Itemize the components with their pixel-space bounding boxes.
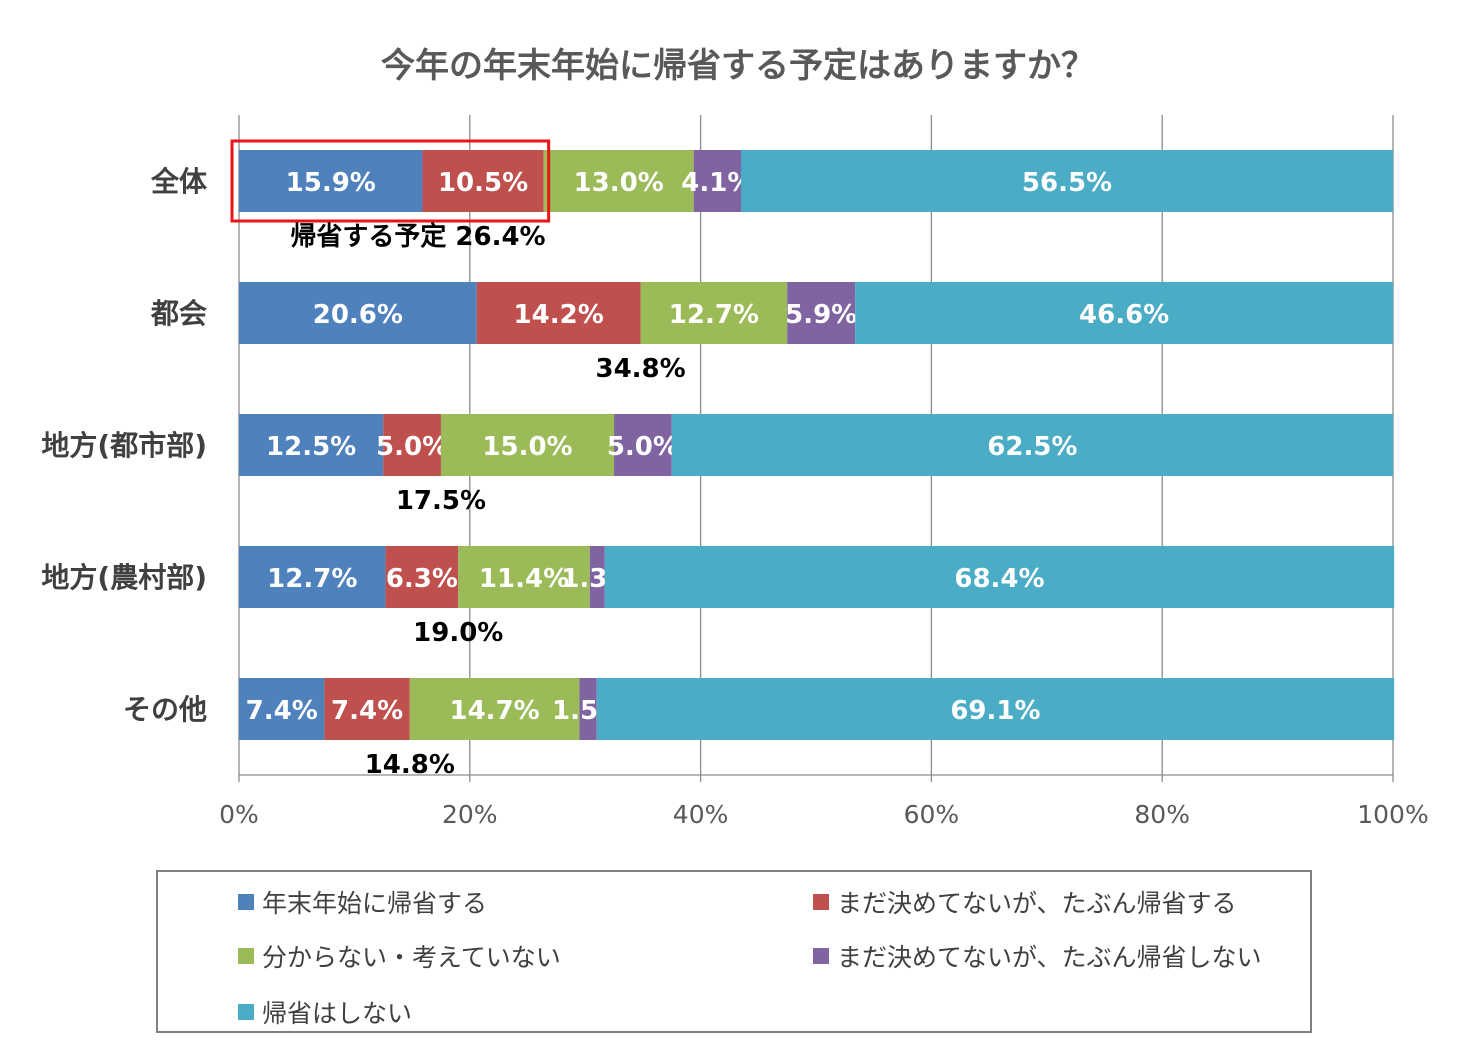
legend-swatch: [238, 1004, 254, 1020]
bar-segment: [409, 678, 580, 740]
data-label: 14.7%: [450, 696, 540, 726]
data-label: 5.0%: [376, 432, 448, 462]
bar-segment: [239, 678, 325, 740]
bar-segment: [422, 150, 544, 212]
bar-segment: [740, 150, 1393, 212]
bar-segment: [476, 282, 641, 344]
sum-annotation: 帰省する予定 26.4%: [290, 221, 545, 252]
x-tick-label: 100%: [1357, 800, 1428, 829]
bar-segment: [604, 546, 1395, 608]
data-label: 69.1%: [950, 696, 1040, 726]
highlight-box: [230, 139, 551, 223]
data-label: 46.6%: [1079, 300, 1169, 330]
bar-segment: [671, 414, 1393, 476]
chart-title: 今年の年末年始に帰省する予定はありますか？: [381, 46, 1095, 86]
bar-segment: [543, 150, 694, 212]
category-label: 都会: [150, 297, 207, 330]
data-label: 5.9%: [785, 300, 857, 330]
category-label: 地方(都市部): [41, 429, 207, 462]
legend-label: 年末年始に帰省する: [262, 889, 488, 918]
bar-segment: [385, 546, 459, 608]
data-label: 56.5%: [1022, 168, 1112, 198]
bar-segment: [458, 546, 590, 608]
x-tick-label: 40%: [673, 800, 729, 829]
data-label: 14.2%: [514, 300, 604, 330]
bar-segment: [239, 282, 477, 344]
data-label: 13.0%: [574, 168, 664, 198]
data-label: 11.4%: [479, 564, 569, 594]
bar-segment: [239, 546, 386, 608]
data-label: 68.4%: [954, 564, 1044, 594]
legend-label: まだ決めてないが、たぶん帰省しない: [837, 943, 1262, 972]
x-tick-label: 80%: [1134, 800, 1190, 829]
legend-item: 分からない・考えていない: [238, 938, 561, 974]
legend-swatch: [238, 948, 254, 964]
legend-swatch: [813, 894, 829, 910]
bar-segment: [324, 678, 410, 740]
data-label: 62.5%: [987, 432, 1077, 462]
data-label: 12.7%: [267, 564, 357, 594]
data-label: 12.7%: [669, 300, 759, 330]
legend-swatch: [238, 894, 254, 910]
bar-segment: [787, 282, 856, 344]
bar-segment: [440, 414, 615, 476]
data-label: 5.0%: [607, 432, 679, 462]
category-label: その他: [123, 693, 207, 726]
data-label: 10.5%: [438, 168, 528, 198]
bar-segment: [614, 414, 672, 476]
bar-segment: [693, 150, 741, 212]
bar-segment: [239, 150, 423, 212]
x-tick-label: 60%: [904, 800, 960, 829]
legend-label: 分からない・考えていない: [262, 943, 561, 972]
data-label: 7.4%: [331, 696, 403, 726]
chart-legend: 年末年始に帰省する まだ決めてないが、たぶん帰省する分からない・考えていない まだ決…: [156, 870, 1312, 1033]
category-label: 地方(農村部): [41, 561, 207, 594]
legend-item: まだ決めてないが、たぶん帰省する: [813, 884, 1237, 920]
data-label: 20.6%: [313, 300, 403, 330]
data-label: 6.3%: [386, 564, 458, 594]
sum-annotation: 17.5%: [396, 486, 486, 516]
legend-item: 年末年始に帰省する: [238, 884, 487, 920]
data-label: 15.0%: [482, 432, 572, 462]
bar-segment: [239, 414, 384, 476]
category-label: 全体: [150, 165, 208, 198]
legend-label: まだ決めてないが、たぶん帰省する: [837, 889, 1237, 918]
sum-annotation: 14.8%: [365, 750, 455, 780]
sum-annotation: 19.0%: [413, 618, 503, 648]
bar-segment: [855, 282, 1393, 344]
data-label: 12.5%: [266, 432, 356, 462]
x-tick-label: 20%: [442, 800, 498, 829]
bar-segment: [383, 414, 441, 476]
data-label: 7.4%: [246, 696, 318, 726]
bar-segment: [640, 282, 788, 344]
legend-item: まだ決めてないが、たぶん帰省しない: [813, 938, 1262, 974]
legend-item: 帰省はしない: [238, 994, 412, 1030]
legend-swatch: [813, 948, 829, 964]
legend-label: 帰省はしない: [262, 999, 413, 1028]
bar-segment: [589, 546, 605, 608]
bar-segment: [579, 678, 597, 740]
x-tick-label: 0%: [219, 800, 259, 829]
bar-segment: [596, 678, 1395, 740]
data-label: 15.9%: [286, 168, 376, 198]
sum-annotation: 34.8%: [595, 354, 685, 384]
stacked-bar-chart: 0% 20% 40% 60% 80% 100%全体 15.9% 10.5% 13.0% 4.1% 5…: [41, 115, 1429, 829]
